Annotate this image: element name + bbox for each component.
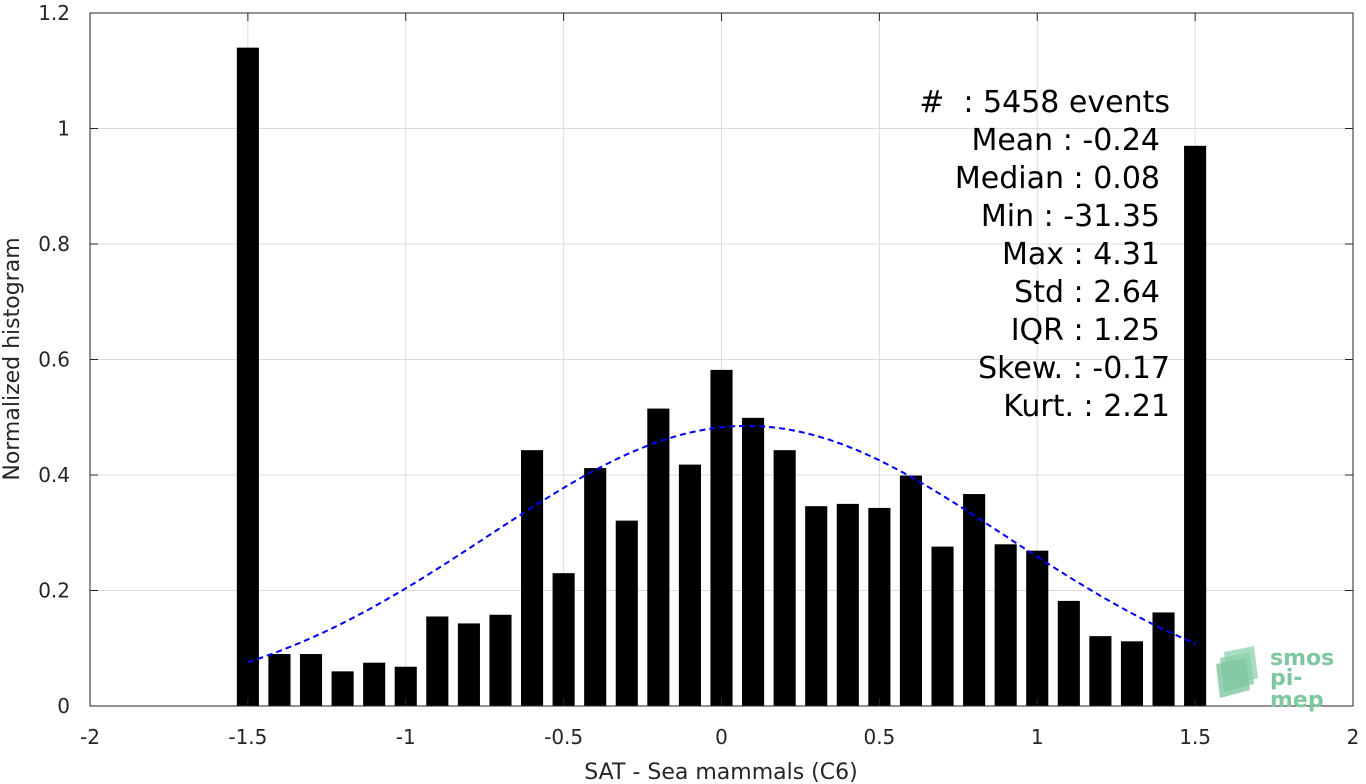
x-tick-label-8: 2 (1347, 725, 1360, 749)
stat-skew: Skew. : -0.17 (978, 351, 1170, 386)
bars (236, 47, 1207, 706)
x-tick-label-1: -1.5 (228, 725, 267, 749)
y-tick-label-0: 0 (57, 694, 70, 718)
histogram-bar-24 (994, 544, 1017, 706)
histogram-bar-21 (899, 475, 923, 706)
x-tick-label-3: -0.5 (544, 725, 583, 749)
smos-pi-mep-logo: smos pi-mep (1214, 646, 1354, 712)
histogram-bar-2 (299, 654, 323, 706)
histogram-bar-15 (710, 369, 733, 706)
x-axis-label: SAT - Sea mammals (C6) (584, 760, 857, 784)
x-tick-label-5: 0.5 (863, 725, 895, 749)
x-tick-label-7: 1.5 (1179, 725, 1211, 749)
statistics-box: # : 5458 events Mean : -0.24 Median : 0.… (880, 84, 1170, 426)
y-tick-label-5: 1 (57, 117, 70, 141)
y-axis-label: Normalized histogram (0, 237, 25, 480)
stat-std: Std : 2.64 (1014, 275, 1160, 310)
histogram-bar-19 (836, 503, 859, 706)
histogram-bar-20 (868, 507, 891, 706)
histogram-bar-0 (236, 47, 259, 706)
histogram-bar-25 (1026, 550, 1049, 706)
histogram-bar-6 (426, 616, 449, 706)
stat-iqr: IQR : 1.25 (1010, 313, 1160, 348)
histogram-bar-3 (331, 671, 354, 706)
histogram-bar-26 (1057, 600, 1080, 706)
x-tick-label-4: 0 (715, 725, 728, 749)
histogram-bar-8 (489, 614, 512, 706)
y-tick-label-1: 0.2 (38, 579, 70, 603)
stat-mean: Mean : -0.24 (971, 123, 1160, 158)
logo-text-smos: smos (1270, 646, 1335, 671)
histogram-bar-16 (742, 417, 765, 706)
histogram-bar-23 (963, 494, 986, 706)
histogram-bar-17 (773, 450, 796, 706)
histogram-bar-29 (1152, 612, 1175, 706)
y-tick-label-3: 0.6 (38, 348, 70, 372)
histogram-bar-1 (268, 654, 291, 706)
x-tick-label-0: -2 (80, 725, 100, 749)
stat-min: Min : -31.35 (980, 199, 1160, 234)
stat-median: Median : 0.08 (954, 161, 1160, 196)
histogram-bar-14 (678, 464, 701, 706)
y-tick-label-4: 0.8 (38, 232, 70, 256)
histogram-bar-28 (1120, 641, 1144, 706)
histogram-bar-18 (805, 506, 828, 706)
normal-fit-curve (247, 424, 1196, 664)
histogram-bar-12 (615, 520, 638, 706)
histogram-bar-22 (931, 546, 954, 706)
y-tick-label-6: 1.2 (38, 1, 70, 25)
histogram-bar-4 (363, 662, 386, 706)
logo-mark-icon (1216, 646, 1258, 698)
histogram-bar-13 (647, 408, 670, 706)
x-tick-label-2: -1 (396, 725, 416, 749)
stat-max: Max : 4.31 (1002, 237, 1160, 272)
y-axis-ticks: 0 0.2 0.4 0.6 0.8 1 1.2 (38, 1, 1353, 718)
y-tick-label-2: 0.4 (38, 463, 70, 487)
histogram-bar-5 (394, 666, 417, 706)
histogram-bar-9 (520, 450, 544, 706)
stat-kurt: Kurt. : 2.21 (1003, 389, 1170, 424)
histogram-bar-30 (1184, 145, 1207, 706)
histogram-bar-11 (584, 468, 607, 706)
x-tick-label-6: 1 (1031, 725, 1044, 749)
x-axis-ticks: -2 -1.5 -1 -0.5 0 0.5 1 1.5 2 (80, 13, 1359, 749)
histogram-bar-27 (1089, 636, 1112, 706)
stat-events: # : 5458 events (919, 85, 1170, 120)
histogram-bar-10 (552, 573, 575, 706)
histogram-bar-7 (457, 623, 480, 706)
logo-text-pimep: pi-mep (1270, 666, 1324, 713)
